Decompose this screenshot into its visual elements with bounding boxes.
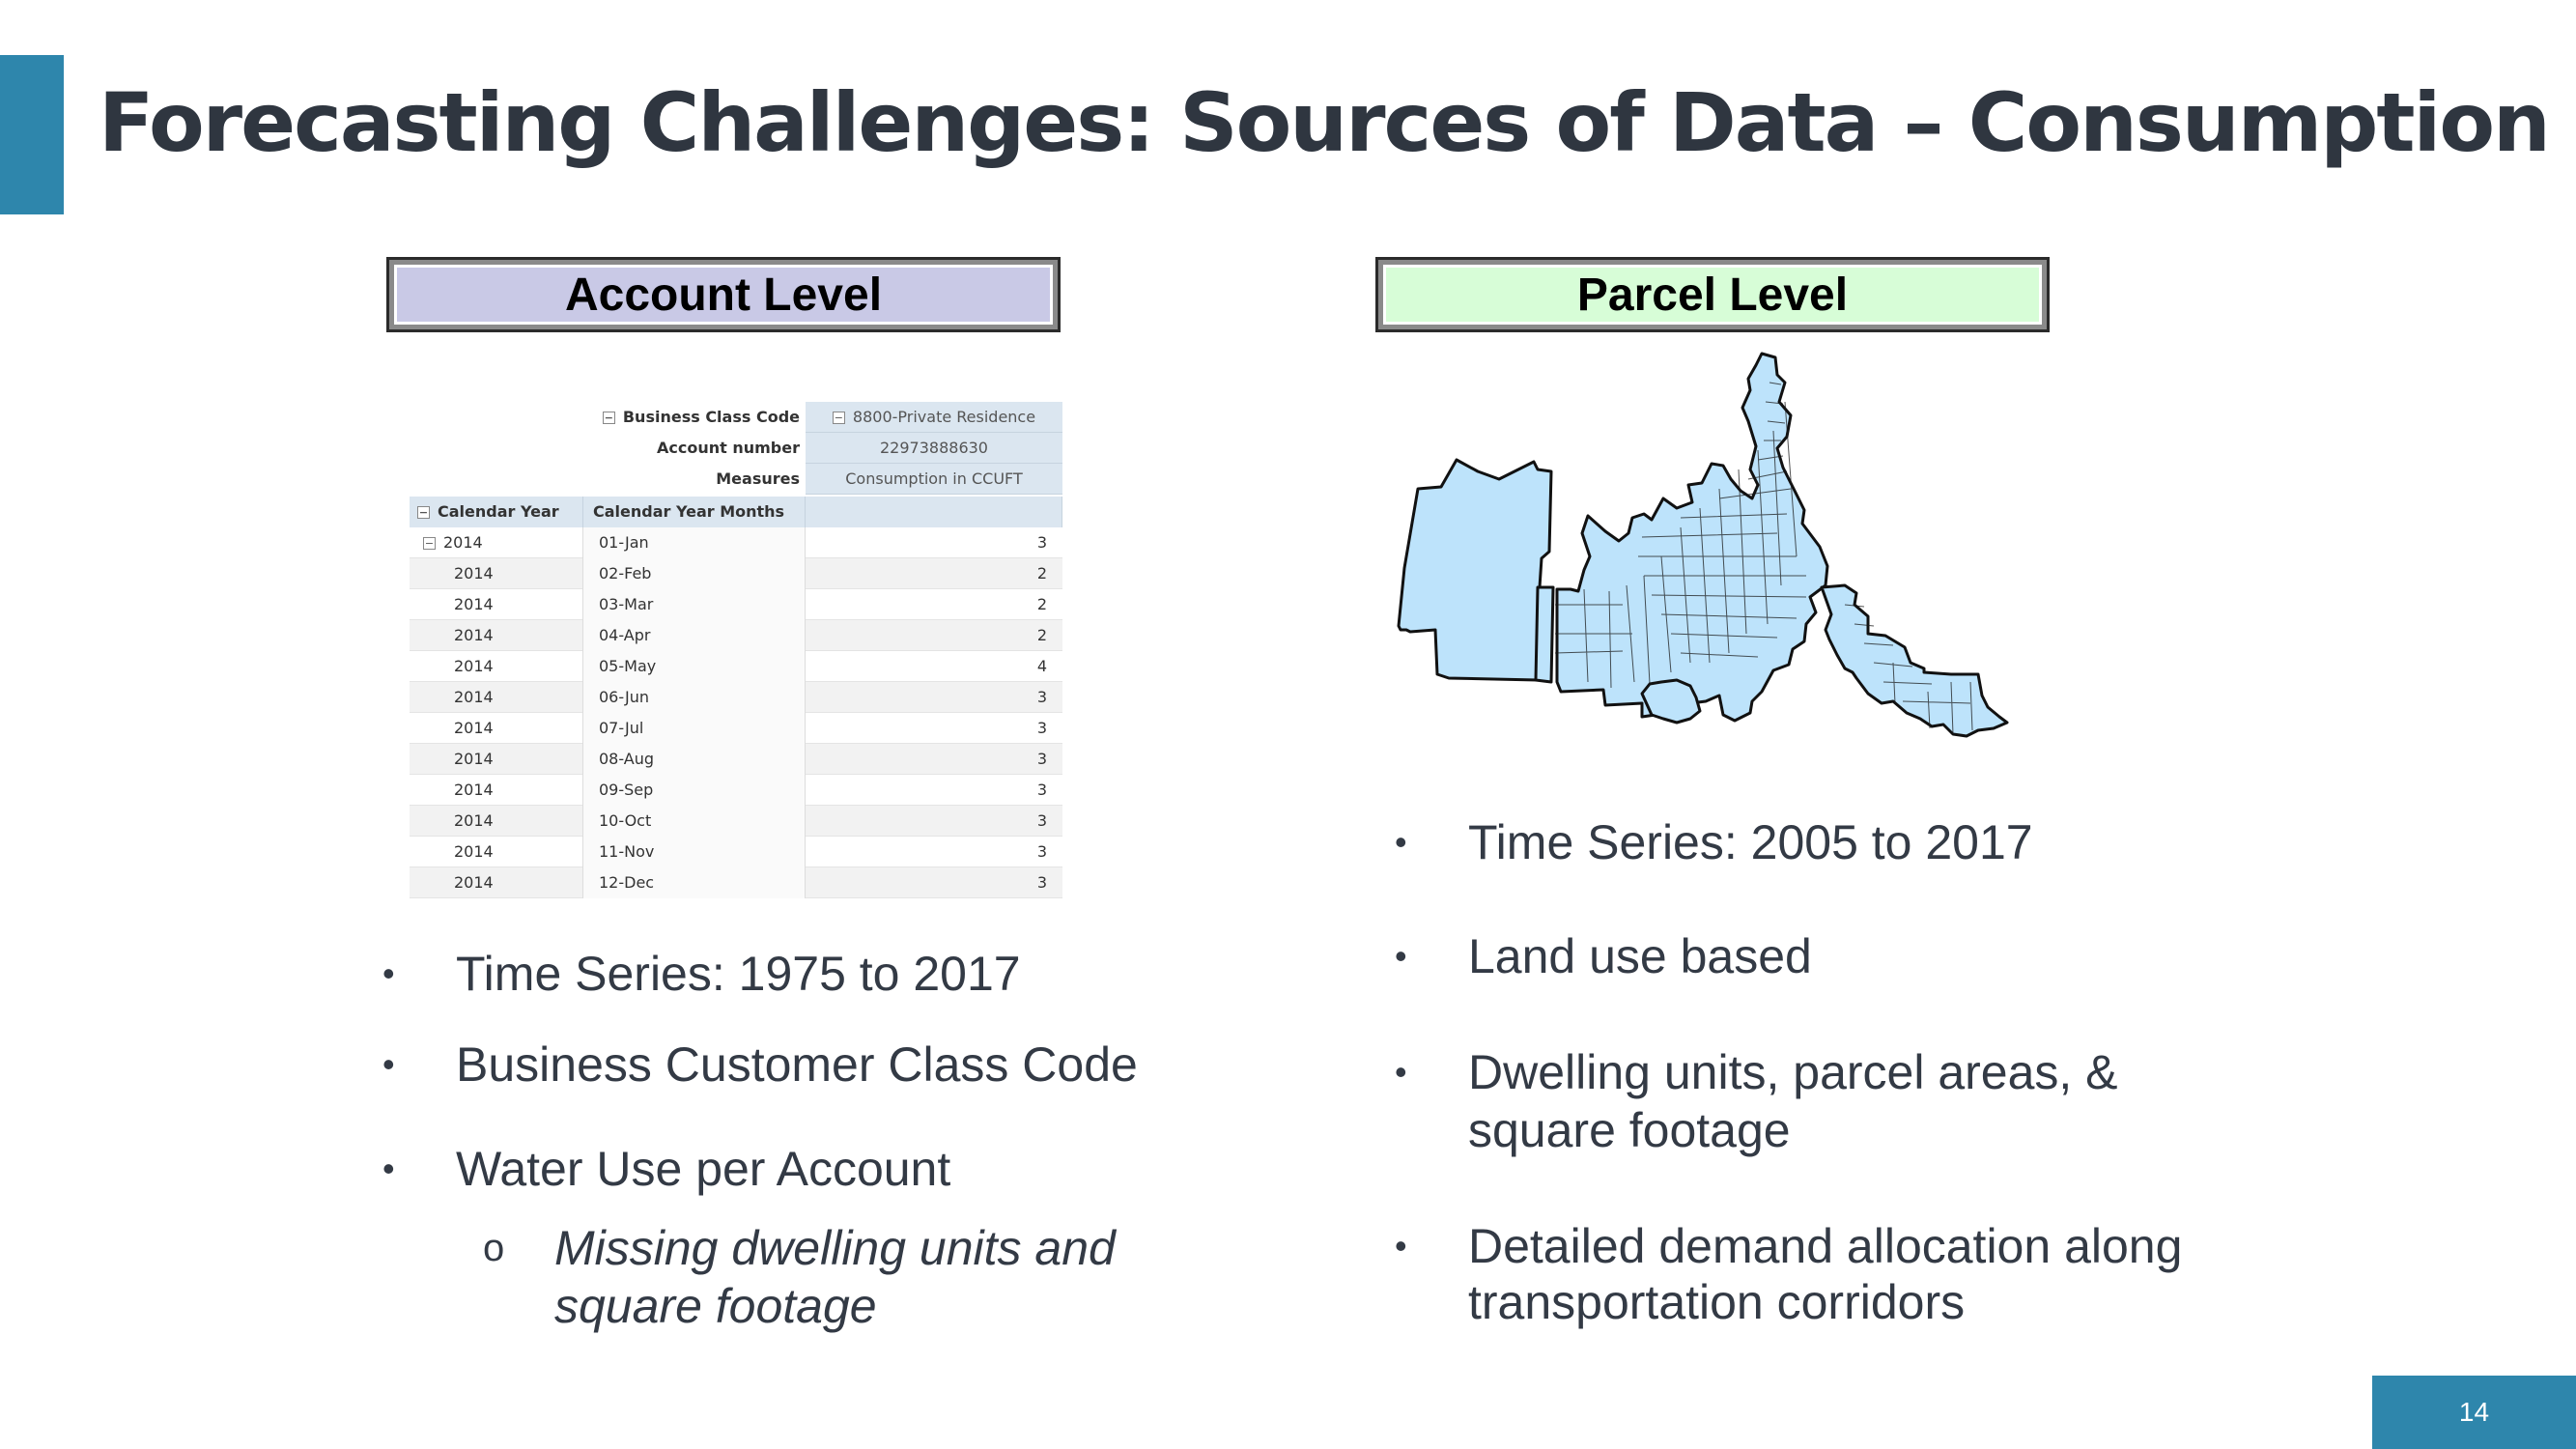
table-row: 2014 10-Oct 3 — [410, 806, 1062, 837]
table-cell-value: 2 — [1036, 564, 1047, 582]
table-cell-month: 05-May — [583, 651, 806, 682]
bullet-icon: • — [382, 1044, 395, 1084]
account-level-label: Account Level — [394, 265, 1053, 325]
pivot-header-row: Measures Consumption in CCUFT — [410, 464, 1062, 495]
bullet-icon: • — [1395, 1052, 1407, 1092]
table-cell-value: 3 — [1036, 533, 1047, 552]
table-cell-value: 2 — [1036, 626, 1047, 644]
table-cell-value: 3 — [1036, 842, 1047, 861]
title-accent-bar — [0, 55, 64, 214]
table-cell-year: 2014 — [410, 867, 583, 898]
table-cell-value: 3 — [1036, 688, 1047, 706]
table-cell-value: 3 — [1036, 781, 1047, 799]
table-cell-month: 03-Mar — [583, 589, 806, 620]
table-cell-year: 2014 — [410, 713, 583, 744]
collapse-icon: − — [602, 412, 615, 424]
pivot-col-header-value — [806, 497, 1062, 527]
pivot-header-label: Account number — [657, 439, 800, 457]
page-number: 14 — [2372, 1376, 2576, 1449]
pivot-header-value: Consumption in CCUFT — [806, 464, 1062, 495]
table-row: 2014 09-Sep 3 — [410, 775, 1062, 806]
bullet-icon: • — [382, 1149, 395, 1188]
pivot-header-value: 22973888630 — [806, 433, 1062, 464]
slide-title: Forecasting Challenges: Sources of Data … — [99, 75, 2551, 170]
bullet-icon: • — [1395, 1226, 1407, 1265]
pivot-col-header-year: − Calendar Year — [410, 497, 583, 527]
parcel-map-boundaries — [1554, 382, 1973, 735]
sub-bullet-text: Missing dwelling units and — [554, 1221, 1116, 1275]
table-row: 2014 11-Nov 3 — [410, 837, 1062, 867]
collapse-icon: − — [832, 412, 845, 424]
parcel-map — [1397, 352, 2009, 738]
table-row: 2014 08-Aug 3 — [410, 744, 1062, 775]
table-cell-month: 09-Sep — [583, 775, 806, 806]
table-row: 2014 06-Jun 3 — [410, 682, 1062, 713]
table-row: −2014 01-Jan 3 — [410, 527, 1062, 558]
table-cell-month: 10-Oct — [583, 806, 806, 837]
table-cell-value: 3 — [1036, 873, 1047, 892]
table-row: 2014 02-Feb 2 — [410, 558, 1062, 589]
table-cell-month: 08-Aug — [583, 744, 806, 775]
table-row: 2014 04-Apr 2 — [410, 620, 1062, 651]
table-cell-month: 02-Feb — [583, 558, 806, 589]
table-cell-month: 04-Apr — [583, 620, 806, 651]
bullet-icon: • — [1395, 822, 1407, 862]
table-cell-year: 2014 — [410, 651, 583, 682]
parcel-map-shape — [1397, 352, 2009, 738]
table-cell-year: −2014 — [410, 527, 583, 558]
table-cell-year: 2014 — [410, 806, 583, 837]
table-row: 2014 05-May 4 — [410, 651, 1062, 682]
table-cell-value: 3 — [1036, 811, 1047, 830]
bullet-icon: • — [382, 953, 395, 993]
parcel-level-header: Parcel Level — [1375, 257, 2050, 332]
pivot-header-label: Measures — [716, 469, 800, 488]
table-cell-month: 01-Jan — [583, 527, 806, 558]
table-cell-month: 07-Jul — [583, 713, 806, 744]
account-level-header: Account Level — [386, 257, 1061, 332]
table-row: 2014 07-Jul 3 — [410, 713, 1062, 744]
pivot-header-row: Account number 22973888630 — [410, 433, 1062, 464]
table-cell-year: 2014 — [410, 682, 583, 713]
table-cell-month: 12-Dec — [583, 867, 806, 898]
sub-bullet-text: square footage — [554, 1279, 877, 1333]
table-row: 2014 12-Dec 3 — [410, 867, 1062, 898]
pivot-header-label: Business Class Code — [622, 408, 800, 426]
account-pivot-table: − Business Class Code −8800-Private Resid… — [410, 363, 1062, 900]
collapse-icon: − — [423, 537, 436, 550]
table-cell-year: 2014 — [410, 589, 583, 620]
sub-bullet-icon: o — [483, 1227, 505, 1269]
table-cell-month: 11-Nov — [583, 837, 806, 867]
collapse-icon: − — [417, 506, 430, 519]
table-cell-year: 2014 — [410, 620, 583, 651]
pivot-rows: −2014 01-Jan 3 2014 02-Feb 2 2014 03-Mar 2 2014 04… — [410, 527, 1062, 898]
table-cell-value: 3 — [1036, 750, 1047, 768]
parcel-level-label: Parcel Level — [1383, 265, 2042, 325]
table-cell-value: 3 — [1036, 719, 1047, 737]
bullet-icon: • — [1395, 936, 1407, 976]
table-row: 2014 03-Mar 2 — [410, 589, 1062, 620]
table-cell-value: 2 — [1036, 595, 1047, 613]
table-cell-month: 06-Jun — [583, 682, 806, 713]
pivot-header-row: − Business Class Code −8800-Private Resid… — [410, 402, 1062, 433]
table-cell-year: 2014 — [410, 744, 583, 775]
table-cell-value: 4 — [1036, 657, 1047, 675]
pivot-col-header-month: Calendar Year Months — [583, 497, 806, 527]
table-cell-year: 2014 — [410, 775, 583, 806]
table-cell-year: 2014 — [410, 837, 583, 867]
table-cell-year: 2014 — [410, 558, 583, 589]
parcel-bullet-list: • Time Series: 2005 to 2017 • Land use bas… — [1395, 815, 2183, 1329]
pivot-header-value: 8800-Private Residence — [852, 408, 1036, 426]
account-bullet-list: • Time Series: 1975 to 2017 • Business Cus… — [382, 947, 1138, 1196]
